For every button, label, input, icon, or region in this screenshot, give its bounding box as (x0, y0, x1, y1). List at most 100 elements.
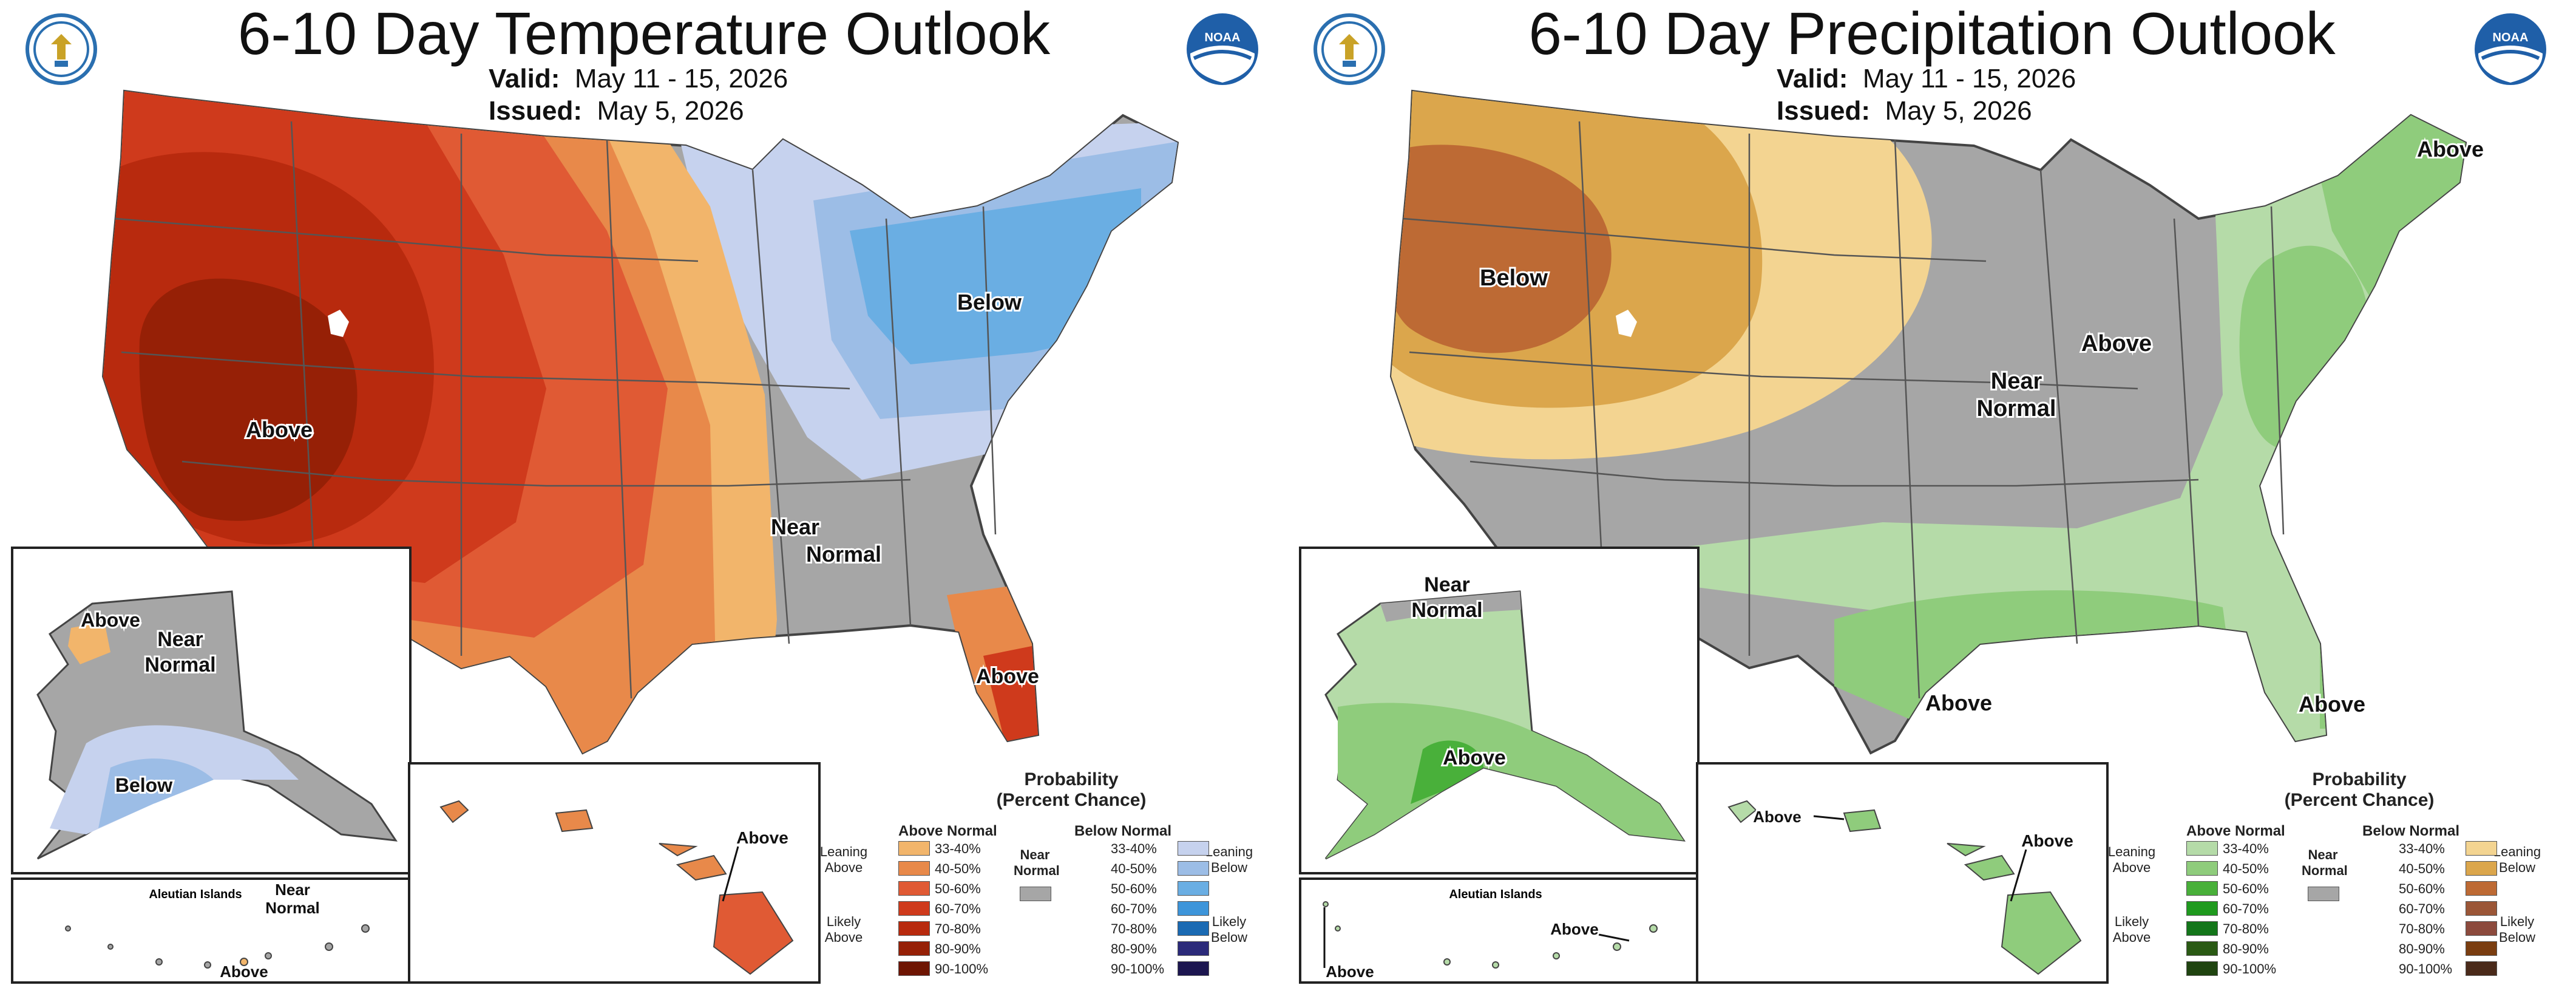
label-near-normal-central-line1: Near (1991, 369, 2042, 394)
legend-range-label: 70-80% (2223, 921, 2269, 936)
legend-range-label: 50-60% (2399, 881, 2445, 896)
temperature-outlook-panel: NOAA 6-10 Day Temperature Outlook Valid:… (11, 0, 1281, 987)
label-below-northeast: Below (957, 290, 1022, 315)
label-near-normal-central-line2: Normal (1977, 396, 2056, 421)
aleutian-label-above-east: Above (1550, 920, 1598, 938)
legend-near-normal-swatch (1020, 887, 1051, 901)
legend-swatch (2186, 861, 2218, 876)
legend-range-label: 60-70% (935, 901, 981, 916)
legend-above-header: Above Normal (898, 823, 997, 839)
alaska-label-below: Below (115, 774, 172, 796)
legend-swatch (2466, 961, 2497, 976)
legend-range-label: 90-100% (2399, 961, 2453, 976)
label-near-normal-southeast: Near Normal (771, 514, 881, 567)
valid-dates: Valid: May 11 - 15, 2026 (1777, 64, 2076, 94)
aleutian-title: Aleutian Islands (1449, 888, 1542, 901)
alaska-label-normal: Normal (1411, 599, 1482, 622)
issued-date: Issued: May 5, 2026 (489, 96, 744, 126)
legend-swatch (898, 901, 930, 916)
legend-leaning-below: Leaning Below (1205, 844, 1253, 875)
legend-swatch (1178, 841, 1209, 856)
label-above-texas: Above (1925, 690, 1992, 715)
legend-swatch (898, 941, 930, 956)
legend-near-normal: Near Normal (1014, 847, 1060, 878)
legend-title: Probability (Percent Chance) (2284, 769, 2435, 810)
commerce-seal-icon (1313, 13, 1385, 85)
legend-swatch (898, 881, 930, 896)
legend-range-label: 70-80% (1111, 921, 1157, 936)
legend-swatch (2466, 921, 2497, 936)
legend-range-label: 33-40% (1111, 841, 1157, 856)
near-line-1: Near (771, 514, 819, 539)
temperature-legend: Probability (Percent Chance) Above Norma… (819, 762, 1281, 987)
legend-swatch (2186, 881, 2218, 896)
legend-title: Probability (Percent Chance) (996, 769, 1147, 810)
legend-leaning-above: Leaning Above (819, 844, 868, 875)
alaska-label-above: Above (1443, 746, 1506, 769)
legend-range-label: 50-60% (2223, 881, 2269, 896)
legend-swatch (1178, 881, 1209, 896)
legend-range-label: 40-50% (1111, 861, 1157, 876)
hawaii-inset: Above (408, 762, 821, 984)
alaska-inset: Above Near Normal Below (11, 547, 412, 874)
label-above-northeast: Above (2417, 137, 2484, 162)
legend-likely-above: Likely Above (2112, 914, 2151, 945)
alaska-label-near: Near (157, 628, 203, 651)
aleutian-label-above: Above (220, 962, 268, 981)
legend-range-label: 60-70% (2399, 901, 2445, 916)
legend-likely-below: Likely Below (2499, 914, 2535, 945)
legend-range-label: 40-50% (2399, 861, 2445, 876)
hawaii-inset: Above Above (1696, 762, 2109, 984)
legend-swatch (2466, 941, 2497, 956)
legend-swatch (2186, 901, 2218, 916)
hawaii-label-above: Above (736, 828, 788, 847)
valid-dates: Valid: May 11 - 15, 2026 (489, 64, 788, 94)
label-below-northwest: Below (1480, 265, 1548, 291)
page-title: 6-10 Day Temperature Outlook (237, 0, 1051, 67)
legend-swatch (898, 841, 930, 856)
legend-below-header: Below Normal (2362, 823, 2460, 839)
svg-text:NOAA: NOAA (1205, 31, 1241, 44)
aleutian-near: Near (275, 881, 310, 899)
legend-range-label: 80-90% (1111, 941, 1157, 956)
aleutian-normal: Normal (265, 899, 320, 917)
legend-swatch (2466, 861, 2497, 876)
legend-range-label: 33-40% (2399, 841, 2445, 856)
legend-swatch (2186, 941, 2218, 956)
legend-swatch (2466, 881, 2497, 896)
legend-swatch (898, 861, 930, 876)
svg-text:NOAA: NOAA (2493, 31, 2529, 44)
legend-above-header: Above Normal (2186, 823, 2285, 839)
aleutian-inset: Aleutian Islands Near Normal Above (11, 877, 412, 984)
legend-likely-above: Likely Above (824, 914, 863, 945)
legend-range-label: 80-90% (2223, 941, 2269, 956)
legend-swatch (1178, 961, 1209, 976)
legend-swatch (2186, 841, 2218, 856)
precipitation-outlook-panel: NOAA 6-10 Day Precipitation Outlook Vali… (1288, 0, 2576, 988)
legend-range-label: 90-100% (2223, 961, 2277, 976)
hawaii-label-above-east: Above (2021, 831, 2073, 850)
legend-leaning-below: Leaning Below (2493, 844, 2541, 875)
label-above-west: Above (246, 417, 313, 442)
aleutian-title: Aleutian Islands (149, 888, 242, 901)
legend-range-label: 60-70% (2223, 901, 2269, 916)
aleutian-inset: Aleutian Islands Above Above (1299, 877, 1700, 984)
legend-range-label: 50-60% (935, 881, 981, 896)
legend-near-normal: Near Normal (2302, 847, 2348, 878)
legend-near-normal-swatch (2308, 887, 2339, 901)
alaska-label-above: Above (81, 609, 140, 631)
commerce-seal-icon (25, 13, 97, 85)
legend-range-label: 33-40% (2223, 841, 2269, 856)
legend-range-label: 80-90% (935, 941, 981, 956)
legend-swatch (2186, 921, 2218, 936)
precipitation-conus-map: Below Near Normal Above Above Above Abov… (1389, 89, 2486, 755)
legend-range-label: 50-60% (1111, 881, 1157, 896)
label-above-florida: Above (976, 665, 1039, 688)
precipitation-legend: Probability (Percent Chance) Above Norma… (2107, 762, 2569, 987)
temperature-conus-map: Above Below Near Normal Above (101, 89, 1179, 755)
legend-swatch (2186, 961, 2218, 976)
legend-range-label: 60-70% (1111, 901, 1157, 916)
hawaii-label-above-west: Above (1753, 808, 1801, 826)
near-line-2: Normal (806, 542, 881, 567)
label-above-midwest: Above (2081, 331, 2152, 356)
